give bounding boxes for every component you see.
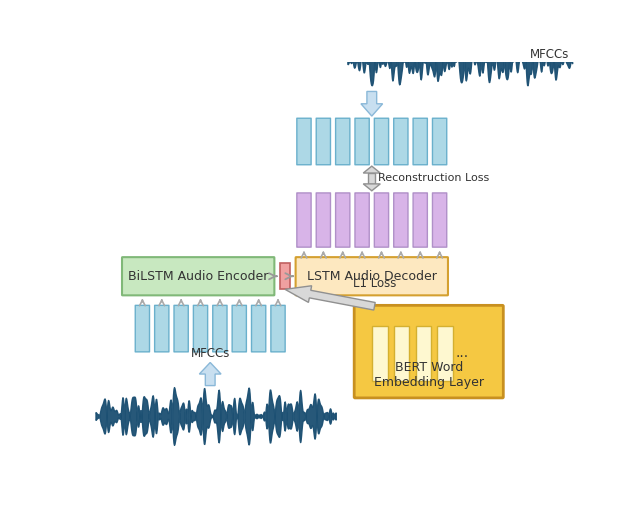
Bar (415, 326, 431, 381)
FancyBboxPatch shape (413, 193, 428, 247)
Polygon shape (285, 286, 375, 310)
FancyBboxPatch shape (252, 305, 266, 352)
FancyBboxPatch shape (335, 118, 350, 165)
Polygon shape (199, 363, 221, 386)
Text: Reconstruction Loss: Reconstruction Loss (378, 174, 489, 183)
Polygon shape (361, 92, 383, 116)
Polygon shape (364, 166, 380, 173)
Text: ...: ... (455, 347, 468, 360)
Bar (372, 326, 388, 381)
Bar (369, 173, 375, 184)
FancyBboxPatch shape (212, 305, 227, 352)
FancyBboxPatch shape (413, 118, 428, 165)
Text: BERT Word
Embedding Layer: BERT Word Embedding Layer (374, 362, 484, 389)
Bar (369, 173, 375, 184)
FancyBboxPatch shape (122, 257, 275, 295)
FancyBboxPatch shape (232, 305, 246, 352)
FancyBboxPatch shape (155, 305, 169, 352)
FancyBboxPatch shape (354, 305, 503, 398)
FancyBboxPatch shape (433, 193, 447, 247)
FancyBboxPatch shape (374, 193, 388, 247)
FancyBboxPatch shape (135, 305, 150, 352)
FancyBboxPatch shape (297, 118, 311, 165)
Bar (280, 263, 290, 289)
Text: L1 Loss: L1 Loss (353, 277, 396, 290)
FancyBboxPatch shape (271, 305, 285, 352)
FancyBboxPatch shape (355, 193, 369, 247)
Bar (394, 326, 410, 381)
Bar (437, 326, 452, 381)
FancyBboxPatch shape (193, 305, 207, 352)
FancyBboxPatch shape (174, 305, 188, 352)
Polygon shape (364, 184, 380, 191)
FancyBboxPatch shape (394, 118, 408, 165)
Text: MFCCs: MFCCs (191, 347, 230, 360)
FancyBboxPatch shape (297, 193, 311, 247)
FancyBboxPatch shape (355, 118, 369, 165)
FancyBboxPatch shape (394, 193, 408, 247)
Text: MFCCs: MFCCs (529, 48, 569, 61)
FancyBboxPatch shape (433, 118, 447, 165)
Text: BiLSTM Audio Encoder: BiLSTM Audio Encoder (128, 270, 268, 283)
Text: LSTM Audio Decoder: LSTM Audio Decoder (307, 270, 436, 283)
FancyBboxPatch shape (316, 193, 330, 247)
FancyBboxPatch shape (296, 257, 448, 295)
FancyBboxPatch shape (374, 118, 388, 165)
FancyBboxPatch shape (335, 193, 350, 247)
FancyBboxPatch shape (316, 118, 330, 165)
